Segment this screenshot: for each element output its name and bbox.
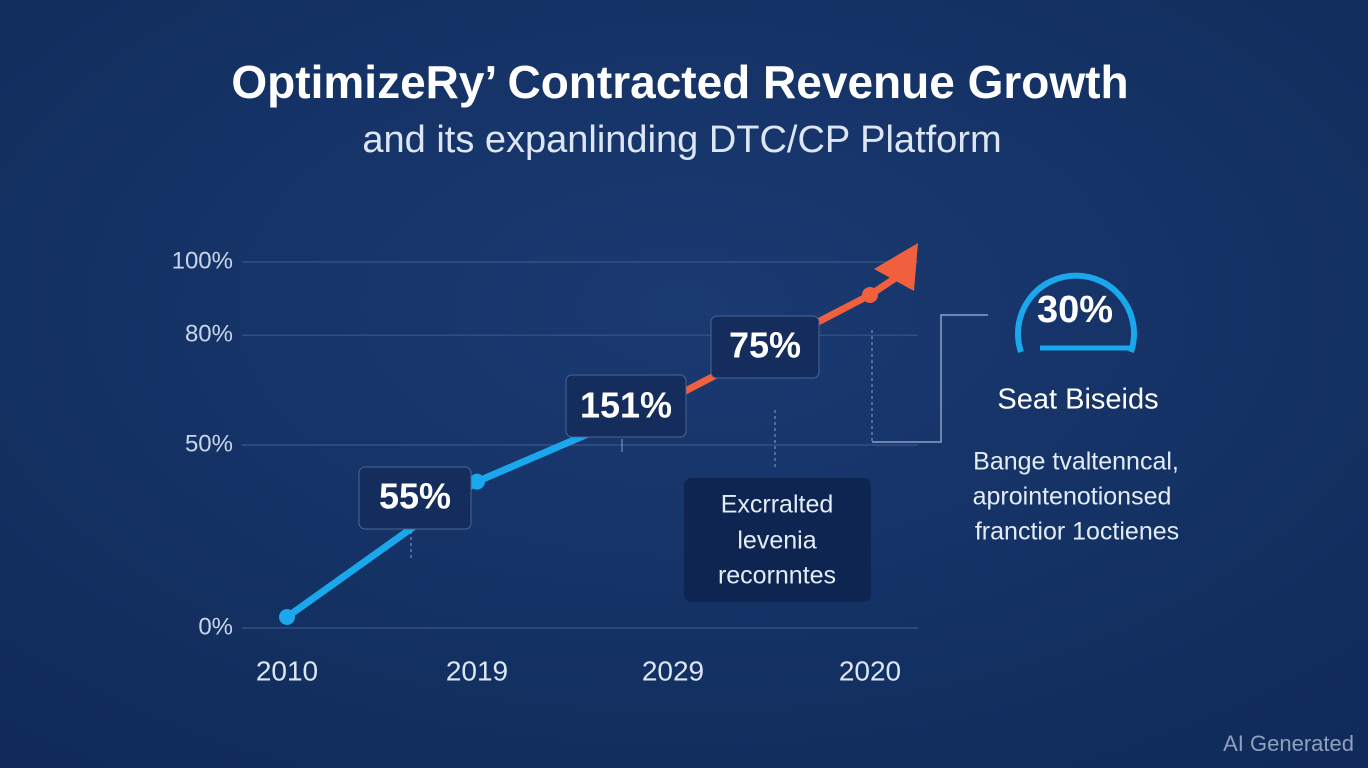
watermark: AI Generated — [1223, 731, 1354, 756]
x-tick-label: 2029 — [642, 655, 704, 686]
callout-box — [710, 315, 820, 379]
gauge-arc — [1015, 272, 1137, 353]
note: franctior 1octienes — [975, 518, 1179, 546]
note: Bange tvaltenncal, — [973, 448, 1179, 476]
callout-box — [565, 374, 687, 438]
callout: 151% — [580, 385, 672, 426]
chart-subtitle: and its expanlinding DTC/CP Platform — [362, 119, 1001, 161]
gauge-label: Seat Biseids — [997, 384, 1158, 416]
box-text: Excrralted — [721, 491, 834, 519]
y-tick-label: 50% — [185, 430, 233, 457]
x-tick-label: 2019 — [446, 655, 508, 686]
text-box — [684, 478, 871, 602]
callout: 75% — [729, 325, 801, 366]
y-tick-label: 100% — [172, 247, 233, 274]
callout-box — [358, 466, 472, 530]
point — [469, 473, 485, 490]
note: aprointenotionsed — [973, 483, 1172, 511]
point — [279, 609, 295, 626]
gauge-value: 30% — [1037, 289, 1113, 331]
arrowhead — [874, 242, 918, 291]
arrow-shaft — [866, 271, 904, 299]
x-tick-label: 2020 — [839, 655, 901, 686]
x-tick-label: 2010 — [256, 655, 318, 686]
callout: 55% — [379, 476, 451, 517]
chart-title: OptimizeRy’ Contracted Revenue Growth — [231, 56, 1128, 108]
y-tick-label: 0% — [198, 613, 233, 640]
connector — [872, 314, 988, 443]
y-tick-label: 80% — [185, 321, 233, 348]
box-text: levenia — [737, 527, 816, 555]
box-text: recornntes — [718, 562, 836, 590]
